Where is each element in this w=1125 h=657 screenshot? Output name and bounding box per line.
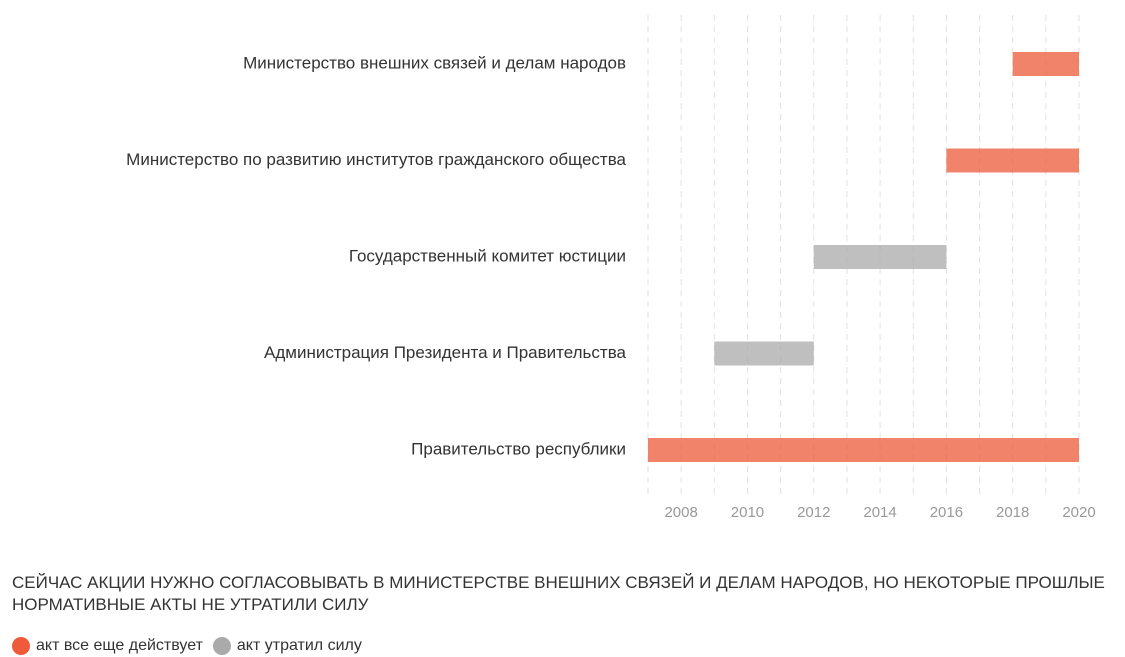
category-label: Министерство внешних связей и делам наро… [243,53,626,72]
category-label: Правительство республики [411,439,626,458]
bar [714,341,814,366]
legend-item: акт утратил силу [212,637,362,655]
x-tick-label: 2008 [664,504,697,521]
legend-label: акт все еще действует [36,637,203,654]
chart-title: СЕЙЧАС АКЦИИ НУЖНО СОГЛАСОВЫВАТЬ В МИНИС… [12,573,1105,614]
legend-item: акт все еще действует [12,637,203,655]
x-tick-label: 2020 [1062,504,1095,521]
x-tick-label: 2016 [930,504,963,521]
bar [648,438,1079,462]
legend: акт все еще действует акт утратил силу [12,637,362,655]
legend-swatch [212,637,231,655]
x-tick-label: 2014 [863,504,896,521]
bar [1012,52,1079,76]
x-tick-label: 2010 [731,504,764,521]
chart: 2008 2010 2012 2014 2016 2018 2020 Министерство… [126,15,1096,521]
category-label: Администрация Президента и Правительства [264,343,627,362]
category-label: Государственный комитет юстиции [349,246,626,265]
legend-label: акт утратил силу [236,637,362,654]
legend-swatch [12,637,30,655]
category-label: Министерство по развитию институтов граж… [126,150,626,169]
bar [946,148,1079,173]
bar [813,245,947,269]
x-tick-label: 2012 [797,504,830,521]
x-tick-label: 2018 [996,504,1029,521]
